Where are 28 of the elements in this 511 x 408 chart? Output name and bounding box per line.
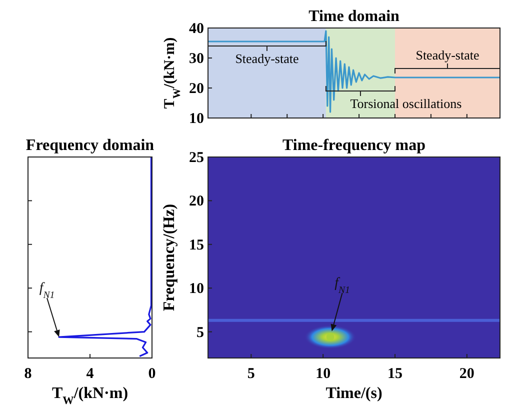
x-tick-label: 8 [24,366,32,382]
annotation: f$_{N1}$ [334,276,350,296]
x-tick-label: 10 [316,366,331,382]
y-tick-label: 10 [189,111,204,127]
x-tick-label: 5 [247,366,255,382]
y-tick-label: 10 [189,281,204,298]
band-label: Steady-state [416,48,480,62]
x-axis-title: Time/(s) [326,385,382,402]
band-label: Torsional oscillations [350,96,462,111]
x-axis-title: T$_{W}$/(kN·m) [52,385,128,407]
y-tick-label: 15 [189,237,204,254]
chart-title: Time-frequency map [282,137,426,154]
y-tick-label: 25 [189,150,204,166]
annotation: f$_{N1}$ [39,281,55,301]
y-tick-label: 20 [189,194,204,210]
band-label: Steady-state [235,51,299,66]
line-series [207,30,501,113]
y-axis-title: Frequency/(Hz) [161,204,178,312]
y-tick-label: 40 [189,21,204,37]
x-tick-label: 0 [148,366,156,382]
y-tick-label: 5 [196,324,204,341]
chart-title: Frequency domain [26,137,154,154]
chart-title: Time domain [308,8,400,25]
x-tick-label: 20 [459,366,474,382]
x-tick-label: 15 [387,366,402,382]
y-tick-label: 20 [189,81,204,97]
x-tick-label: 4 [86,366,94,382]
y-tick-label: 30 [189,51,204,67]
